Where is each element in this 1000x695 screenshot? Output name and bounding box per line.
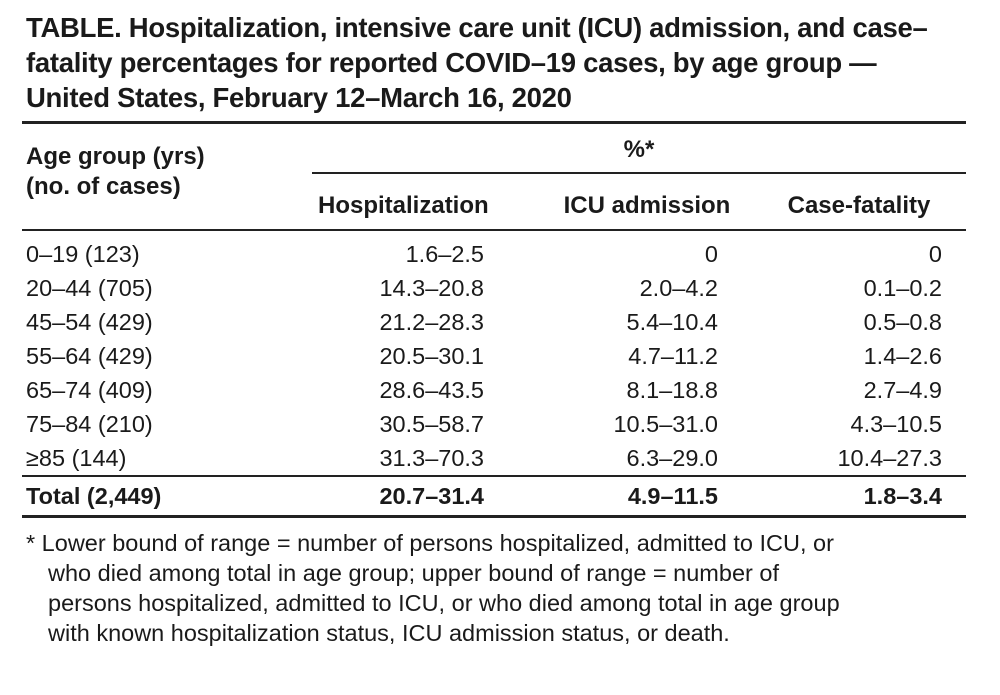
- age-cell: 45–54 (429): [26, 309, 153, 335]
- hospitalization-cell: 28.6–43.5: [379, 377, 484, 403]
- table-figure: TABLE. Hospitalization, intensive care u…: [22, 10, 966, 648]
- top-rule: [22, 121, 966, 124]
- age-cell: 0–19 (123): [26, 241, 140, 267]
- table-row: 0–19 (123) 1.6–2.5 0 0: [22, 230, 966, 271]
- case-fatality-cell: 0.1–0.2: [863, 275, 942, 301]
- hospitalization-cell: 31.3–70.3: [379, 445, 484, 471]
- age-cell: 75–84 (210): [26, 411, 153, 437]
- column-header-case-fatality: Case-fatality: [787, 192, 931, 219]
- percent-label: %*: [623, 136, 655, 163]
- total-icu-cell: 4.9–11.5: [542, 475, 752, 518]
- age-cell: 65–74 (409): [26, 377, 153, 403]
- footnote-line: * Lower bound of range = number of perso…: [26, 530, 834, 556]
- hospitalization-cell: 1.6–2.5: [405, 241, 484, 267]
- data-table: Age group (yrs) (no. of cases) %* Hospit…: [22, 124, 966, 518]
- total-row: Total (2,449) 20.7–31.4 4.9–11.5 1.8–3.4: [22, 475, 966, 518]
- case-fatality-cell: 10.4–27.3: [837, 445, 942, 471]
- table-row: ≥85 (144) 31.3–70.3 6.3–29.0 10.4–27.3: [22, 441, 966, 476]
- icu-cell: 5.4–10.4: [626, 309, 718, 335]
- table-row: 20–44 (705) 14.3–20.8 2.0–4.2 0.1–0.2: [22, 271, 966, 305]
- table-row: 45–54 (429) 21.2–28.3 5.4–10.4 0.5–0.8: [22, 305, 966, 339]
- case-fatality-cell: 0.5–0.8: [863, 309, 942, 335]
- hospitalization-cell: 14.3–20.8: [379, 275, 484, 301]
- title-line: United States, February 12–March 16, 202…: [26, 82, 572, 113]
- table-row: 75–84 (210) 30.5–58.7 10.5–31.0 4.3–10.5: [22, 407, 966, 441]
- column-header-hospitalization: Hospitalization: [318, 192, 489, 219]
- footnote-line: with known hospitalization status, ICU a…: [48, 620, 730, 646]
- total-age-cell: Total (2,449): [22, 475, 312, 518]
- footnote-line: who died among total in age group; upper…: [48, 560, 779, 586]
- age-cell: ≥85 (144): [26, 445, 127, 471]
- icu-cell: 6.3–29.0: [626, 445, 718, 471]
- icu-cell: 4.7–11.2: [628, 343, 718, 369]
- case-fatality-cell: 1.4–2.6: [863, 343, 942, 369]
- total-case-fatality-cell: 1.8–3.4: [752, 475, 966, 518]
- table-row: 55–64 (429) 20.5–30.1 4.7–11.2 1.4–2.6: [22, 339, 966, 373]
- column-header-icu: ICU admission: [563, 192, 731, 219]
- age-group-header-line: (no. of cases): [26, 173, 181, 200]
- footnote-line: persons hospitalized, admitted to ICU, o…: [48, 590, 840, 616]
- percent-spanner: %*: [312, 124, 966, 179]
- age-cell: 55–64 (429): [26, 343, 153, 369]
- case-fatality-cell: 2.7–4.9: [863, 377, 942, 403]
- table-title: TABLE. Hospitalization, intensive care u…: [22, 10, 966, 115]
- hospitalization-cell: 21.2–28.3: [379, 309, 484, 335]
- icu-cell: 0: [704, 241, 718, 267]
- table-footnote: * Lower bound of range = number of perso…: [22, 528, 966, 648]
- age-cell: 20–44 (705): [26, 275, 153, 301]
- case-fatality-cell: 4.3–10.5: [850, 411, 942, 437]
- title-line: fatality percentages for reported COVID–…: [26, 47, 877, 78]
- icu-cell: 10.5–31.0: [613, 411, 718, 437]
- icu-cell: 8.1–18.8: [626, 377, 718, 403]
- title-line: TABLE. Hospitalization, intensive care u…: [26, 12, 928, 43]
- hospitalization-cell: 30.5–58.7: [379, 411, 484, 437]
- total-hospitalization-cell: 20.7–31.4: [312, 475, 542, 518]
- hospitalization-cell: 20.5–30.1: [379, 343, 484, 369]
- table-row: 65–74 (409) 28.6–43.5 8.1–18.8 2.7–4.9: [22, 373, 966, 407]
- age-group-header-line: Age group (yrs): [26, 143, 205, 170]
- case-fatality-cell: 0: [928, 241, 942, 267]
- age-group-header: Age group (yrs) (no. of cases): [22, 124, 312, 229]
- percent-spanner-label: %*: [312, 136, 966, 174]
- icu-cell: 2.0–4.2: [639, 275, 718, 301]
- header-row-percent: Age group (yrs) (no. of cases) %*: [22, 124, 966, 200]
- header-row-columns: Hospitalization ICU admission Case-fatal…: [22, 179, 966, 229]
